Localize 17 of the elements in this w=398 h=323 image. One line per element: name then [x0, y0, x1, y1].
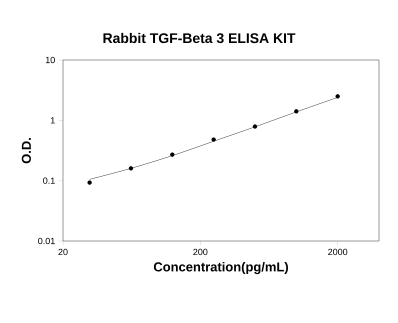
- point: [252, 124, 258, 129]
- point: [294, 109, 299, 114]
- y-axis-title: O.D.: [22, 138, 31, 164]
- chart-title: Rabbit TGF-Beta 3 ELISA KIT: [103, 32, 296, 44]
- x-tick-label: 20: [58, 248, 68, 256]
- y-tick-label: 0.01: [38, 238, 55, 244]
- point: [87, 180, 92, 185]
- x-axis-title: Concentration(pg/mL): [154, 262, 288, 274]
- y-tick-label: 1: [50, 117, 55, 124]
- y-tick-label: 10: [46, 56, 55, 64]
- x-tick-label: 200: [193, 248, 208, 256]
- y-tick-label: 0.1: [43, 177, 55, 184]
- point: [128, 166, 134, 171]
- point: [211, 137, 216, 142]
- point: [170, 152, 174, 157]
- x-tick-label: 2000: [328, 248, 348, 256]
- point: [335, 94, 340, 99]
